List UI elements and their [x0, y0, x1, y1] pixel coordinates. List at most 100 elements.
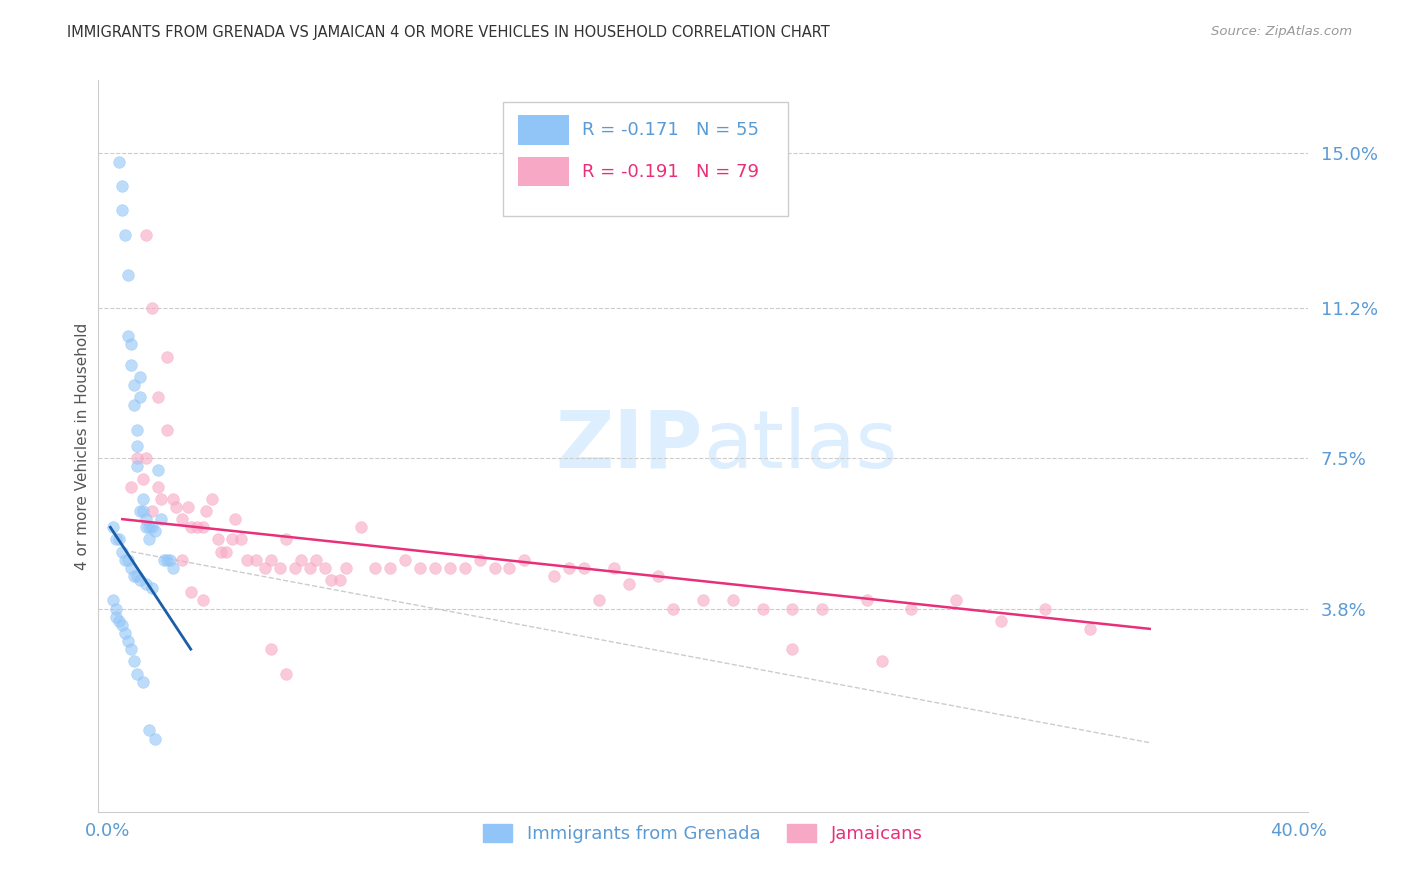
Point	[135, 577, 157, 591]
Point	[274, 666, 297, 681]
Point	[138, 533, 160, 547]
Point	[221, 533, 243, 547]
Point	[135, 512, 157, 526]
Point	[135, 451, 157, 466]
Point	[141, 504, 163, 518]
Point	[364, 561, 387, 575]
Point	[990, 614, 1012, 628]
Point	[588, 593, 610, 607]
Point	[127, 451, 149, 466]
Point	[114, 553, 136, 567]
Point	[314, 561, 336, 575]
Point	[103, 593, 125, 607]
Point	[543, 569, 565, 583]
Point	[132, 504, 155, 518]
Point	[180, 585, 202, 599]
Point	[162, 561, 184, 575]
Point	[162, 491, 184, 506]
Point	[132, 471, 155, 485]
Point	[114, 626, 136, 640]
Point	[870, 654, 893, 668]
Point	[129, 504, 152, 518]
Point	[498, 561, 520, 575]
Point	[617, 577, 640, 591]
Point	[111, 544, 134, 558]
Point	[186, 520, 208, 534]
Point	[156, 423, 179, 437]
Point	[782, 601, 804, 615]
Point	[751, 601, 773, 615]
Point	[108, 614, 131, 628]
Point	[224, 512, 246, 526]
Point	[111, 178, 134, 193]
Point	[721, 593, 744, 607]
Point	[127, 439, 149, 453]
Text: atlas: atlas	[703, 407, 897, 485]
Point	[129, 390, 152, 404]
Point	[335, 561, 357, 575]
Point	[146, 463, 169, 477]
Point	[170, 512, 193, 526]
Point	[127, 666, 149, 681]
FancyBboxPatch shape	[517, 157, 569, 186]
Y-axis label: 4 or more Vehicles in Household: 4 or more Vehicles in Household	[75, 322, 90, 570]
Point	[120, 642, 142, 657]
Point	[423, 561, 446, 575]
Point	[191, 593, 214, 607]
Point	[117, 268, 139, 283]
Point	[127, 459, 149, 474]
Point	[117, 634, 139, 648]
Point	[269, 561, 291, 575]
Point	[290, 553, 312, 567]
Point	[1078, 622, 1101, 636]
Point	[135, 520, 157, 534]
Point	[117, 329, 139, 343]
Point	[305, 553, 328, 567]
Point	[122, 569, 145, 583]
Point	[143, 731, 166, 746]
Point	[105, 609, 128, 624]
Point	[260, 553, 283, 567]
Point	[236, 553, 259, 567]
Point	[194, 504, 217, 518]
FancyBboxPatch shape	[517, 115, 569, 145]
Point	[274, 533, 297, 547]
Point	[108, 533, 131, 547]
Point	[170, 553, 193, 567]
Point	[1035, 601, 1057, 615]
Point	[394, 553, 416, 567]
Point	[103, 520, 125, 534]
Point	[117, 553, 139, 567]
Point	[209, 544, 232, 558]
Point	[156, 553, 179, 567]
FancyBboxPatch shape	[503, 103, 787, 216]
Point	[122, 398, 145, 412]
Point	[319, 573, 342, 587]
Point	[329, 573, 352, 587]
Point	[120, 337, 142, 351]
Point	[120, 561, 142, 575]
Point	[105, 533, 128, 547]
Point	[572, 561, 595, 575]
Point	[245, 553, 267, 567]
Point	[439, 561, 461, 575]
Point	[284, 561, 307, 575]
Point	[945, 593, 967, 607]
Text: IMMIGRANTS FROM GRENADA VS JAMAICAN 4 OR MORE VEHICLES IN HOUSEHOLD CORRELATION : IMMIGRANTS FROM GRENADA VS JAMAICAN 4 OR…	[67, 25, 830, 40]
Point	[484, 561, 506, 575]
Point	[141, 581, 163, 595]
Point	[409, 561, 432, 575]
Point	[138, 723, 160, 738]
Point	[108, 154, 131, 169]
Point	[662, 601, 685, 615]
Point	[558, 561, 581, 575]
Point	[143, 524, 166, 539]
Point	[127, 423, 149, 437]
Point	[380, 561, 402, 575]
Point	[454, 561, 477, 575]
Point	[146, 480, 169, 494]
Text: ZIP: ZIP	[555, 407, 703, 485]
Point	[135, 227, 157, 242]
Point	[159, 553, 181, 567]
Point	[177, 500, 200, 514]
